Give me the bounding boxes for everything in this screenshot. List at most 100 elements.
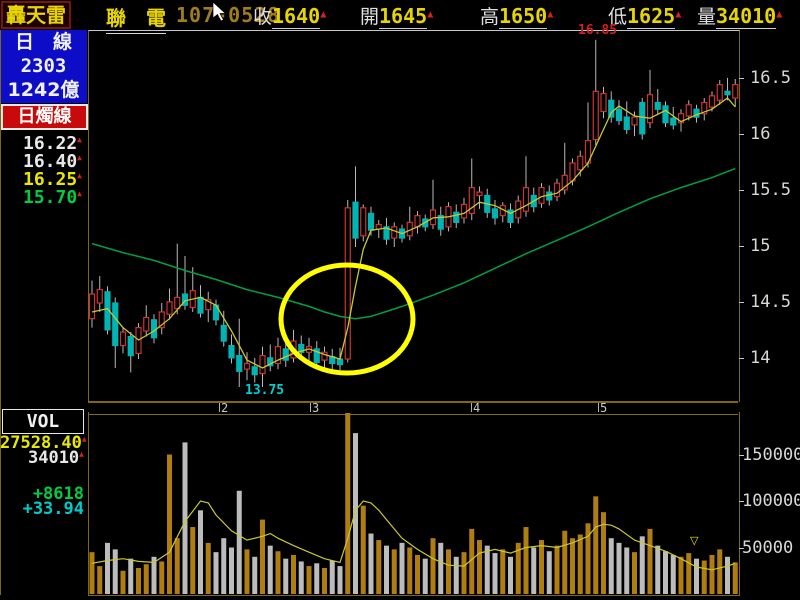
ohlc-item-高: 高1650▲ [480, 2, 553, 29]
candle-body [460, 203, 468, 219]
volume-bar [670, 554, 676, 594]
low-price-annotation: 13.75 [245, 383, 285, 398]
period-label: 日 線 [14, 31, 72, 53]
volume-bar [136, 567, 141, 594]
volume-bar [306, 566, 312, 594]
volume-bar [120, 570, 126, 594]
volume-value-list: 27528.40▲ 34010▲ [0, 434, 87, 467]
candle-body [220, 324, 227, 342]
candle-body [476, 191, 483, 197]
volume-bar [236, 490, 242, 594]
volume-bar [531, 547, 537, 594]
candle-body [336, 358, 344, 366]
volume-bar [229, 547, 234, 594]
volume-bar [663, 551, 668, 594]
ma-value: 16.25▲ [22, 169, 82, 190]
price-tick-label: 15 [750, 236, 771, 256]
price-tick-mark [739, 302, 744, 303]
header-bar: 轟天雷 聯 電 107-0528 收1640▲ 開1645▲ 高1650▲ 低1625… [0, 0, 800, 34]
month-tick-mark [598, 403, 599, 412]
up-tick-icon: ▲ [79, 449, 84, 459]
volume-chart-pane[interactable] [88, 412, 740, 596]
ohlc-value: 1645 [379, 4, 428, 29]
price-tick-mark [739, 190, 744, 191]
candle-body [321, 351, 328, 361]
candle-body [646, 94, 654, 124]
month-tick-mark [471, 403, 472, 412]
volume-bar [314, 563, 320, 594]
volume-bar [732, 562, 738, 594]
volume-bar [601, 512, 606, 594]
volume-bar [546, 551, 552, 594]
volume-bar [717, 549, 723, 594]
up-tick-icon: ▲ [81, 434, 87, 444]
volume-bar [182, 442, 188, 594]
volume-chart-canvas[interactable] [89, 412, 739, 595]
candle-body [592, 90, 599, 141]
candle-body [662, 105, 669, 124]
volume-bar [190, 527, 196, 594]
candle-body [724, 90, 731, 96]
ohlc-value: 1650 [499, 4, 548, 29]
volume-bar [422, 558, 428, 594]
volume-bar [593, 496, 599, 594]
volume-bar [686, 553, 692, 594]
volume-bar [213, 552, 219, 594]
candle-body [143, 316, 150, 332]
volume-bar [244, 549, 250, 594]
up-tick-icon: ▲ [547, 9, 554, 19]
volume-bar [143, 564, 149, 594]
ma-value-list: 16.22▲ 16.40▲ 16.25▲ 15.70▲ [0, 135, 82, 207]
volume-bar [446, 549, 451, 594]
candle-body [654, 101, 661, 110]
price-chart-pane[interactable] [88, 30, 740, 402]
ma-value: 15.70▲ [22, 187, 82, 208]
month-tick-mark [219, 403, 220, 412]
candle-body [491, 208, 499, 219]
candle-body [298, 343, 305, 353]
ohlc-label: 開 [360, 6, 380, 28]
price-tick-mark [739, 134, 744, 135]
candle-body [166, 301, 173, 315]
volume-tick-label: 100000 [742, 491, 800, 511]
price-tick-label: 14.5 [750, 292, 791, 312]
volume-bar [523, 527, 529, 594]
ohlc-item-低: 低1625▲ [608, 2, 681, 29]
stock-name[interactable]: 聯 電 [106, 2, 166, 34]
price-tick-mark [739, 358, 744, 359]
candle-body [716, 83, 723, 101]
volume-bar [616, 542, 622, 594]
candlestick-mode-button[interactable]: 日燭線 [1, 104, 88, 130]
candle-body [259, 355, 266, 375]
volume-bar [174, 538, 180, 594]
volume-bar [291, 554, 296, 594]
volume-tick-mark [739, 547, 744, 549]
candle-body [112, 302, 119, 347]
volume-bar [438, 542, 444, 594]
volume-bar [97, 566, 103, 594]
candle-body [282, 348, 289, 361]
ohlc-label: 低 [608, 6, 628, 28]
volume-ma-line [91, 500, 736, 571]
candle-body [367, 212, 375, 231]
volume-bar [205, 542, 211, 594]
volume-bar [407, 547, 413, 594]
ohlc-label: 高 [480, 6, 500, 28]
candle-body [677, 113, 685, 124]
up-tick-icon: ▲ [675, 9, 682, 19]
candle-body [205, 299, 212, 311]
volume-bar [725, 556, 730, 594]
month-label-3: 3 [312, 401, 320, 415]
price-chart-canvas[interactable] [89, 31, 739, 402]
up-tick-icon: ▲ [776, 9, 783, 19]
volume-bar [500, 549, 506, 594]
volume-bar [508, 556, 513, 594]
candle-body [708, 95, 716, 108]
time-axis-divider: 2 3 4 5 [88, 401, 738, 415]
candle-body [274, 346, 282, 365]
volume-indicator-button[interactable]: VOL [2, 409, 84, 434]
period-info-box[interactable]: 日 線 2303 1242億 [0, 30, 87, 103]
left-border-rail [0, 30, 1, 595]
ma-short-line [91, 97, 736, 369]
candle-body [561, 174, 568, 191]
